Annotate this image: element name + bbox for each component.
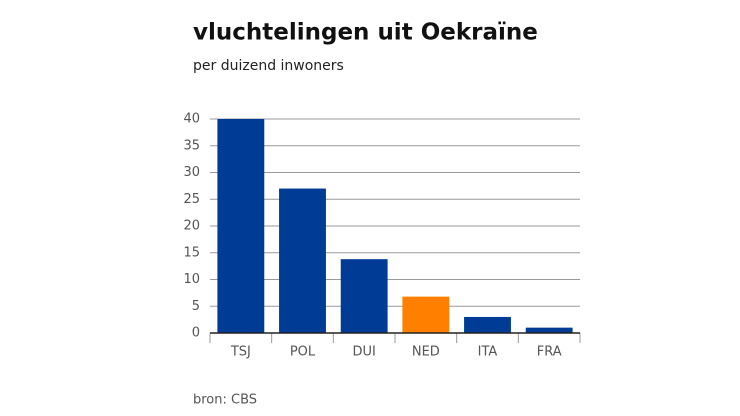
- y-tick-label: 0: [192, 326, 200, 341]
- y-tick-label: 5: [192, 299, 200, 314]
- x-tick-label: TSJ: [230, 345, 251, 360]
- y-tick-label: 25: [183, 192, 200, 207]
- x-tick-label: NED: [412, 345, 440, 360]
- y-tick-label: 20: [183, 219, 200, 234]
- x-tick-label: DUI: [352, 345, 375, 360]
- chart-subtitle: per duizend inwoners: [193, 58, 344, 74]
- source: bron: CBS: [193, 393, 257, 408]
- bar: [279, 188, 326, 333]
- bar: [217, 119, 265, 333]
- y-tick-label: 40: [183, 112, 200, 127]
- chart-title: vluchtelingen uit Oekraïne: [193, 20, 538, 46]
- bar: [340, 259, 388, 333]
- x-tick-label: ITA: [478, 345, 498, 360]
- y-tick-label: 30: [183, 165, 200, 180]
- bar: [464, 316, 511, 333]
- x-tick-label: FRA: [537, 345, 562, 360]
- y-tick-label: 35: [183, 138, 200, 153]
- y-tick-label: 10: [183, 272, 200, 287]
- bar: [525, 327, 573, 333]
- bar: [402, 296, 450, 333]
- y-tick-label: 15: [183, 245, 200, 260]
- x-tick-label: POL: [290, 345, 316, 360]
